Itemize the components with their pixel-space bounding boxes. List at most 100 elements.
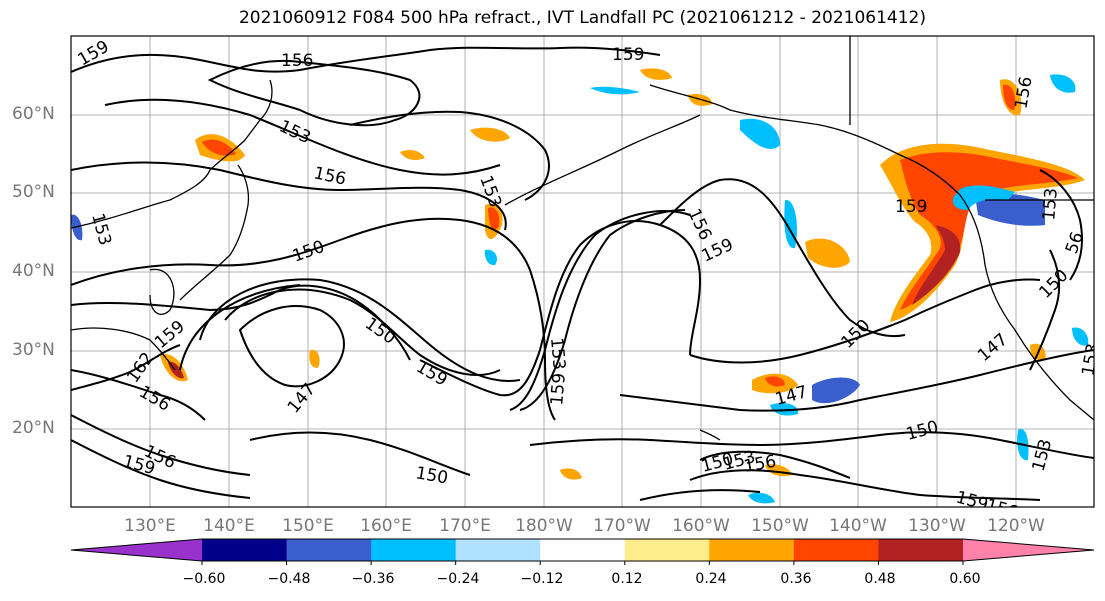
contour-label: 150 [414,463,449,488]
contour-153-trough [519,209,686,411]
coast-korea [149,268,175,315]
contour-label: 153 [1039,187,1062,221]
contour-label: 153 [546,337,569,371]
lon-label: 180°W [515,516,573,536]
contour-153-east-coast [1039,169,1083,281]
anomaly-orange-okhotsk [400,150,425,160]
colorbar-tick-label: 0.60 [949,571,981,587]
contour-150-loop [238,305,345,388]
lon-label: 130°E [124,516,176,536]
contour-label: 153 [1078,342,1103,377]
colorbar-segment [455,539,541,561]
colorbar-segment [202,539,288,561]
lat-label: 50°N [12,182,55,202]
contour-label: 162 [123,349,158,387]
contour-156-sw [71,414,251,476]
contour-159-trough [419,220,702,397]
contour-label: 159 [413,357,451,391]
contour-label: 159 [547,372,570,406]
lon-label: 150°W [751,516,809,536]
colorbar-tick-label: −0.36 [351,571,395,587]
contour-156-loop [199,278,521,382]
contour-153-se [699,450,851,479]
contour-153-east [349,110,550,201]
contour-label: 156 [1011,75,1036,110]
coast-hawaii [699,429,721,441]
contour-156-mid [104,98,501,176]
contour-label: 156 [312,163,348,189]
lat-label: 20°N [12,418,55,438]
colorbar-tick-label: 0.24 [695,571,727,587]
contour-label: 150 [837,316,874,353]
contour-label: 153 [475,173,505,210]
chart-title: 2021060912 F084 500 hPa refract., IVT La… [238,8,926,28]
anomaly-orange-w-small [309,349,320,368]
lat-label: 30°N [12,340,55,360]
contour-150 [71,217,556,421]
coast-china-south [71,327,176,371]
colorbar-segment [793,539,879,561]
colorbar-segment [540,539,626,561]
coast-asia-mainland [71,79,273,229]
contour-147-east [689,278,1041,364]
shaded-anomalies [71,68,1089,504]
colorbar-segment [963,539,1094,561]
lon-label: 140°E [203,516,255,536]
colorbar-segment [624,539,710,561]
anomaly-orange-nw [470,127,510,142]
contour-159-sw [71,439,251,499]
colorbar-segment [878,539,964,561]
colorbar-tick-label: −0.12 [520,571,564,587]
colorbar-tick-label: −0.60 [182,571,226,587]
anomaly-blue-se2 [1072,327,1089,346]
anomaly-negative-blob-coast-outer [952,185,1015,210]
contour-label: 150 [904,417,941,445]
lat-label: 60°N [12,104,55,124]
lon-label: 170°E [439,516,491,536]
contour-153-mid [71,161,507,231]
contour-159-se [639,489,761,501]
border-canada-us [849,36,1094,201]
colorbar-tick-label: −0.24 [436,571,480,587]
anomaly-red-ne [1003,84,1016,110]
contour-label: 153 [87,211,115,248]
contour-156-west-mid [71,369,206,421]
lon-label: 140°W [829,516,887,536]
anomaly-orange-s2 [560,468,582,480]
contour-150-east [659,178,906,338]
contour-153-loop [224,288,501,376]
contour-147-far-east [619,349,1094,412]
contour-159-north [71,46,661,73]
contour-156-trough [509,210,691,411]
colorbar-tick-label: 0.36 [780,571,812,587]
coast-na-west [959,194,1094,421]
contour-label: 156 [984,496,1021,524]
anomaly-negative-blob-coast [975,192,1045,226]
colorbar-segment [71,539,202,561]
lon-label: 160°E [360,516,412,536]
contour-162-sw [71,344,181,391]
lon-label: 130°W [908,516,966,536]
contour-156-se [689,469,1041,501]
anomaly-blue-alaska [740,118,780,150]
coast-japan [179,164,250,301]
contour-label: 56 [1062,229,1088,256]
plot-frame [70,35,1095,508]
contour-label: 156 [281,51,313,71]
contour-label: 159 [895,197,927,217]
contour-label: 156 [683,206,715,244]
anomaly-blue-2-outer [770,403,799,416]
anomaly-red-2 [765,376,785,387]
height-contours [71,46,1094,501]
coast-aleutians [504,114,701,206]
contour-label: 147 [974,330,1012,366]
lat-label: 40°N [12,261,55,281]
contour-label: 159 [75,37,113,71]
contour-label: 159 [612,45,644,65]
colorbar-segment [286,539,372,561]
colorbar-tick-label: −0.48 [267,571,311,587]
colorbar [70,538,1095,565]
contour-label: 150 [1035,266,1072,303]
colorbar-tick-label: 0.12 [611,571,643,587]
anomaly-plume-core [912,225,961,305]
